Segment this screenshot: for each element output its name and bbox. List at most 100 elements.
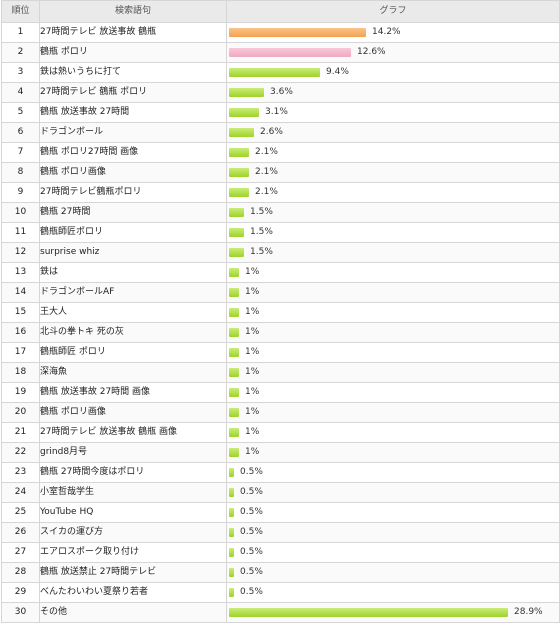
rank-number: 23 (1, 462, 40, 483)
table-row: 22 grind8月号 1% (1, 442, 560, 463)
bar (229, 68, 320, 77)
graph-cell: 0.5% (226, 522, 560, 543)
graph-cell: 1% (226, 322, 560, 343)
table-row: 24 小室哲哉学生 0.5% (1, 482, 560, 503)
bar (229, 108, 259, 117)
search-term: 深海魚 (39, 362, 227, 383)
search-term: 鶴瓶 27時間今度はポロリ (39, 462, 227, 483)
graph-cell: 1.5% (226, 242, 560, 263)
bar (229, 608, 508, 617)
table-row: 11 鶴瓶師匠ポロリ 1.5% (1, 222, 560, 243)
percent-label: 2.6% (260, 127, 283, 137)
percent-label: 1% (245, 447, 260, 457)
rank-number: 22 (1, 442, 40, 463)
rank-number: 15 (1, 302, 40, 323)
graph-cell: 1% (226, 422, 560, 443)
graph-cell: 0.5% (226, 502, 560, 523)
rank-number: 7 (1, 142, 40, 163)
percent-label: 2.1% (255, 167, 278, 177)
search-term: 27時間テレビ鶴瓶ポロリ (39, 182, 227, 203)
percent-label: 14.2% (372, 27, 401, 37)
graph-cell: 2.1% (226, 182, 560, 203)
search-term: その他 (39, 602, 227, 623)
table-row: 14 ドラゴンボールAF 1% (1, 282, 560, 303)
table-row: 6 ドラゴンボール 2.6% (1, 122, 560, 143)
graph-cell: 1% (226, 342, 560, 363)
table-row: 26 スイカの運び方 0.5% (1, 522, 560, 543)
percent-label: 1% (245, 287, 260, 297)
bar (229, 548, 234, 557)
percent-label: 28.9% (514, 607, 543, 617)
percent-label: 0.5% (240, 547, 263, 557)
percent-label: 0.5% (240, 587, 263, 597)
graph-cell: 0.5% (226, 542, 560, 563)
graph-cell: 2.6% (226, 122, 560, 143)
percent-label: 12.6% (357, 47, 386, 57)
search-term: 北斗の拳トキ 死の灰 (39, 322, 227, 343)
search-term: 鶴瓶師匠ポロリ (39, 222, 227, 243)
search-term: 鉄は (39, 262, 227, 283)
bar (229, 28, 366, 37)
percent-label: 0.5% (240, 467, 263, 477)
rank-number: 27 (1, 542, 40, 563)
search-term: 鶴瓶 放送事故 27時間 (39, 102, 227, 123)
graph-cell: 1% (226, 402, 560, 423)
rank-number: 3 (1, 62, 40, 83)
table-row: 28 鶴瓶 放送禁止 27時間テレビ 0.5% (1, 562, 560, 583)
rank-number: 2 (1, 42, 40, 63)
table-row: 29 べんたわいわい夏祭り若者 0.5% (1, 582, 560, 603)
table-row: 10 鶴瓶 27時間 1.5% (1, 202, 560, 223)
rank-number: 25 (1, 502, 40, 523)
bar (229, 488, 234, 497)
search-term: 27時間テレビ 鶴瓶 ポロリ (39, 82, 227, 103)
search-term: surprise whiz (39, 242, 227, 263)
table-row: 4 27時間テレビ 鶴瓶 ポロリ 3.6% (1, 82, 560, 103)
rank-number: 8 (1, 162, 40, 183)
percent-label: 1% (245, 367, 260, 377)
rank-number: 14 (1, 282, 40, 303)
table-row: 25 YouTube HQ 0.5% (1, 502, 560, 523)
rank-number: 17 (1, 342, 40, 363)
search-term: 小室哲哉学生 (39, 482, 227, 503)
table-row: 30 その他 28.9% (1, 602, 560, 623)
search-term: YouTube HQ (39, 502, 227, 523)
graph-cell: 0.5% (226, 582, 560, 603)
search-term: 鉄は熱いうちに打て (39, 62, 227, 83)
rank-number: 13 (1, 262, 40, 283)
rank-number: 24 (1, 482, 40, 503)
bar (229, 208, 244, 217)
search-term: 王大人 (39, 302, 227, 323)
percent-label: 1% (245, 327, 260, 337)
search-term: べんたわいわい夏祭り若者 (39, 582, 227, 603)
table-header-row: 順位 検索語句 グラフ (1, 0, 560, 23)
table-row: 2 鶴瓶 ポロリ 12.6% (1, 42, 560, 63)
rank-number: 29 (1, 582, 40, 603)
bar (229, 48, 351, 57)
graph-cell: 0.5% (226, 562, 560, 583)
graph-cell: 1.5% (226, 222, 560, 243)
graph-cell: 0.5% (226, 462, 560, 483)
graph-cell: 0.5% (226, 482, 560, 503)
table-row: 15 王大人 1% (1, 302, 560, 323)
rank-number: 5 (1, 102, 40, 123)
bar (229, 308, 239, 317)
header-graph: グラフ (226, 0, 560, 23)
graph-cell: 3.1% (226, 102, 560, 123)
table-row: 23 鶴瓶 27時間今度はポロリ 0.5% (1, 462, 560, 483)
bar (229, 448, 239, 457)
bar (229, 508, 234, 517)
rank-number: 30 (1, 602, 40, 623)
table-body: 1 27時間テレビ 放送事故 鶴瓶 14.2% 2 鶴瓶 ポロリ 12.6% 3 鉄は熱いうち… (1, 22, 560, 623)
table-row: 3 鉄は熱いうちに打て 9.4% (1, 62, 560, 83)
bar (229, 288, 239, 297)
header-term: 検索語句 (39, 0, 227, 23)
bar (229, 428, 239, 437)
bar (229, 188, 249, 197)
search-term: 27時間テレビ 放送事故 鶴瓶 画像 (39, 422, 227, 443)
search-term: ドラゴンボールAF (39, 282, 227, 303)
percent-label: 1% (245, 387, 260, 397)
table-row: 8 鶴瓶 ポロリ画像 2.1% (1, 162, 560, 183)
graph-cell: 1% (226, 282, 560, 303)
bar (229, 408, 239, 417)
